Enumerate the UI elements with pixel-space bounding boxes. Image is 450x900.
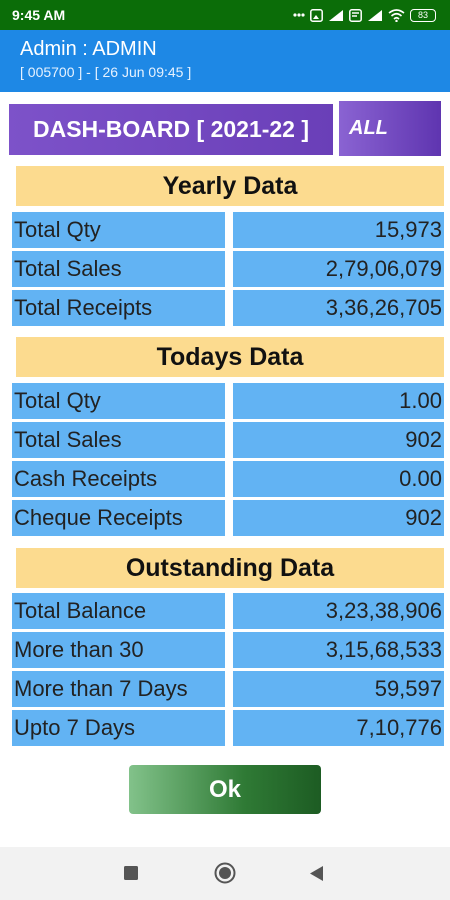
row-value: 3,23,38,906: [233, 593, 444, 629]
table-row: Total Balance 3,23,38,906: [12, 593, 444, 629]
wifi-icon: [388, 8, 405, 22]
row-value: 1.00: [233, 383, 444, 419]
table-row: Total Receipts 3,36,26,705: [12, 290, 444, 326]
gallery-icon: [310, 8, 323, 22]
row-value: 902: [233, 500, 444, 536]
row-value: 902: [233, 422, 444, 458]
section-header-todays: Todays Data: [16, 337, 444, 377]
signal-icon-2: [367, 9, 383, 22]
row-label: Total Qty: [12, 383, 225, 419]
recents-icon[interactable]: [124, 866, 138, 880]
status-bar: 9:45 AM 83: [0, 0, 450, 30]
home-icon[interactable]: [214, 862, 236, 884]
row-label: Cheque Receipts: [12, 500, 225, 536]
table-row: More than 7 Days 59,597: [12, 671, 444, 707]
row-label: More than 7 Days: [12, 671, 225, 707]
status-icons: 83: [293, 8, 436, 22]
row-label: Total Sales: [12, 251, 225, 287]
row-label: Upto 7 Days: [12, 710, 225, 746]
table-row: Total Qty 15,973: [12, 212, 444, 248]
row-value: 15,973: [233, 212, 444, 248]
row-value: 59,597: [233, 671, 444, 707]
dashboard-content: DASH-BOARD [ 2021-22 ] ALL Yearly Data T…: [0, 92, 450, 847]
app-title: Admin : ADMIN: [20, 38, 157, 60]
row-label: Total Qty: [12, 212, 225, 248]
system-nav-bar: [0, 847, 450, 900]
row-label: Cash Receipts: [12, 461, 225, 497]
messaging-icon: [349, 8, 362, 22]
table-row: Cash Receipts 0.00: [12, 461, 444, 497]
row-value: 0.00: [233, 461, 444, 497]
status-time: 9:45 AM: [12, 7, 66, 23]
section-header-outstanding: Outstanding Data: [16, 548, 444, 588]
row-label: More than 30: [12, 632, 225, 668]
filter-all-button[interactable]: ALL: [339, 101, 441, 156]
table-row: Upto 7 Days 7,10,776: [12, 710, 444, 746]
table-row: More than 30 3,15,68,533: [12, 632, 444, 668]
signal-icon: [328, 9, 344, 22]
row-value: 3,15,68,533: [233, 632, 444, 668]
dashboard-title: DASH-BOARD [ 2021-22 ]: [9, 104, 333, 155]
table-row: Total Sales 902: [12, 422, 444, 458]
row-label: Total Balance: [12, 593, 225, 629]
back-icon[interactable]: [310, 866, 324, 881]
table-row: Cheque Receipts 902: [12, 500, 444, 536]
app-bar: Admin : ADMIN [ 005700 ] - [ 26 Jun 09:4…: [0, 30, 450, 92]
row-value: 2,79,06,079: [233, 251, 444, 287]
table-row: Total Qty 1.00: [12, 383, 444, 419]
table-row: Total Sales 2,79,06,079: [12, 251, 444, 287]
dots-icon: [293, 12, 305, 18]
row-label: Total Receipts: [12, 290, 225, 326]
app-subtitle: [ 005700 ] - [ 26 Jun 09:45 ]: [20, 64, 192, 80]
row-value: 3,36,26,705: [233, 290, 444, 326]
ok-button[interactable]: Ok: [129, 765, 321, 814]
section-header-yearly: Yearly Data: [16, 166, 444, 206]
row-label: Total Sales: [12, 422, 225, 458]
row-value: 7,10,776: [233, 710, 444, 746]
battery-icon: 83: [410, 8, 436, 22]
